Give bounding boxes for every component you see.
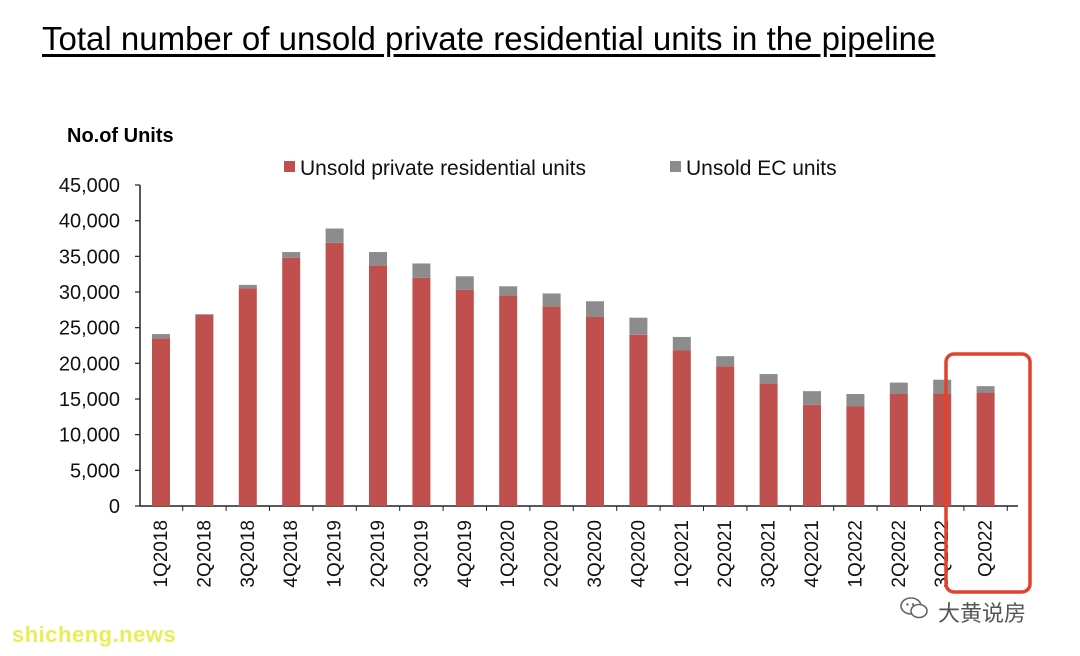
x-tick-label: 4Q2021	[802, 520, 823, 588]
wechat-icon	[900, 597, 928, 619]
bar-ec-4Q2022	[976, 386, 995, 393]
x-tick-label: 4Q2019	[455, 520, 476, 588]
brand-text: 大黄说房	[938, 601, 1027, 626]
bar-ec-3Q2019	[412, 263, 431, 278]
bar-ec-3Q2018	[238, 284, 257, 289]
bar-private-3Q2018	[238, 288, 257, 506]
x-tick-label: 2Q2022	[889, 520, 910, 588]
y-tick-label: 30,000	[59, 282, 120, 304]
bars	[152, 228, 995, 506]
bar-private-1Q2020	[499, 295, 518, 506]
bar-ec-1Q2018	[152, 334, 170, 339]
x-tick-label: 1Q2020	[498, 520, 519, 588]
bar-ec-2Q2021	[716, 356, 735, 367]
bar-ec-3Q2020	[586, 301, 604, 317]
bar-private-1Q2021	[672, 350, 691, 506]
y-tick-labels: 0 5,000 10,000 15,000 20,000 25,000 30,000 35,0…	[59, 175, 120, 518]
bar-private-1Q2018	[152, 338, 170, 506]
x-tick-label: 3Q2022	[932, 520, 953, 588]
x-tick-label: 3Q2020	[585, 520, 606, 588]
chart-title: Total number of unsold private residenti…	[42, 20, 936, 57]
bar-ec-4Q2019	[455, 276, 474, 290]
bar-ec-2Q2019	[369, 252, 387, 266]
legend: Unsold private residential units Unsold …	[284, 157, 837, 180]
bar-ec-4Q2020	[629, 317, 648, 335]
bar-private-4Q2022	[976, 392, 995, 506]
bar-private-2Q2018	[195, 314, 214, 506]
y-tick-label: 0	[109, 496, 120, 518]
legend-swatch-ec	[670, 161, 681, 172]
x-tick-label: 3Q2019	[411, 520, 432, 588]
y-tick-label: 15,000	[59, 389, 120, 411]
bar-private-1Q2022	[846, 406, 865, 506]
bar-ec-1Q2019	[325, 228, 344, 243]
y-tick-label: 5,000	[70, 460, 120, 482]
x-tick-label: 2Q2021	[715, 520, 736, 588]
y-tick-label: 45,000	[59, 175, 120, 197]
y-axis-label: No.of Units	[67, 125, 174, 147]
bar-private-2Q2022	[889, 394, 908, 506]
legend-label-private: Unsold private residential units	[300, 157, 586, 180]
x-tick-label: 1Q2019	[325, 520, 346, 588]
bar-private-4Q2020	[629, 334, 648, 506]
x-tick-label: 1Q2022	[845, 520, 866, 588]
bar-ec-2Q2022	[889, 382, 908, 395]
bar-private-2Q2020	[542, 306, 561, 506]
bar-ec-4Q2018	[282, 252, 301, 258]
x-tick-label: 1Q2018	[151, 520, 172, 588]
x-tick-label: Q2022	[976, 520, 997, 577]
x-tick-label: 2Q2020	[542, 520, 563, 588]
axes	[135, 184, 1018, 511]
x-tick-label: 3Q2021	[759, 520, 780, 588]
legend-label-ec: Unsold EC units	[686, 157, 837, 180]
highlight-box	[944, 352, 1032, 594]
bar-ec-2Q2018	[195, 314, 214, 315]
watermark-text: shicheng.news	[12, 622, 177, 647]
y-tick-label: 10,000	[59, 425, 120, 447]
x-tick-label: 4Q2020	[628, 520, 649, 588]
y-tick-label: 35,000	[59, 246, 120, 268]
y-tick-label: 40,000	[59, 211, 120, 233]
bar-private-3Q2021	[759, 383, 778, 506]
x-tick-label: 2Q2018	[194, 520, 215, 588]
y-tick-label: 20,000	[59, 353, 120, 375]
y-tick-label: 25,000	[59, 318, 120, 340]
x-tick-label: 4Q2018	[281, 520, 302, 588]
bar-private-4Q2019	[455, 289, 474, 506]
x-tick-labels: 1Q2018 2Q2018 3Q2018 4Q2018 1Q2019 2Q2019 3Q20…	[151, 520, 997, 588]
bar-ec-3Q2022	[933, 379, 952, 394]
bar-private-4Q2018	[282, 257, 301, 506]
bar-ec-3Q2021	[759, 374, 778, 384]
bar-ec-2Q2020	[542, 293, 561, 307]
x-tick-label: 1Q2021	[672, 520, 693, 588]
bar-private-3Q2019	[412, 277, 431, 506]
bar-private-1Q2019	[325, 242, 344, 506]
x-tick-label: 3Q2018	[238, 520, 259, 588]
bar-private-3Q2022	[933, 393, 952, 506]
bar-ec-1Q2021	[672, 336, 691, 351]
bar-ec-1Q2020	[499, 286, 518, 296]
bar-private-3Q2020	[586, 316, 604, 506]
bar-private-4Q2021	[803, 404, 821, 506]
bar-private-2Q2019	[369, 265, 387, 506]
bar-private-2Q2021	[716, 366, 735, 506]
x-tick-label: 2Q2019	[368, 520, 389, 588]
bar-ec-4Q2021	[803, 391, 821, 405]
legend-swatch-private	[284, 161, 295, 172]
bar-ec-1Q2022	[846, 394, 865, 407]
